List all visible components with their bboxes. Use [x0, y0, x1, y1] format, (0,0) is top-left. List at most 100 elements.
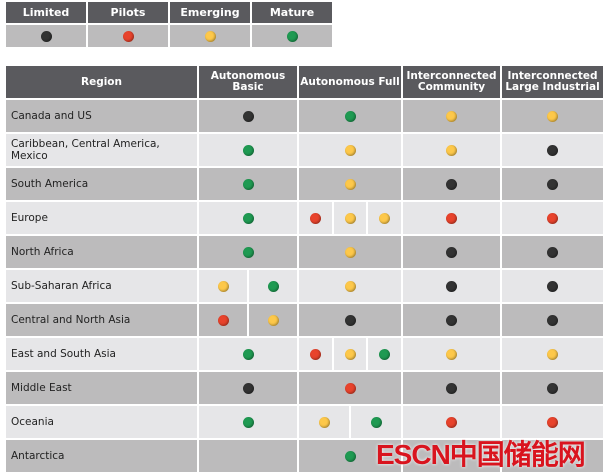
status-subcell: [502, 440, 603, 472]
table-row: South America: [6, 168, 603, 200]
mature-status-dot-icon: [370, 416, 382, 428]
region-name: North Africa: [6, 236, 197, 268]
escn-watermark-logo: ESCN中国储能网: [376, 439, 586, 470]
table-row: East and South Asia: [6, 338, 603, 370]
emerging-status-dot-icon: [344, 280, 356, 292]
status-subcell: [199, 338, 297, 370]
status-cell: [403, 406, 500, 438]
header-region: Region: [6, 66, 197, 98]
emerging-status-dot-icon: [204, 30, 216, 42]
pilots-status-dot-icon: [344, 382, 356, 394]
mature-status-dot-icon: [344, 110, 356, 122]
status-cell: [199, 406, 297, 438]
status-subcell: [299, 270, 401, 302]
legend-label-mature: Mature: [252, 2, 332, 23]
limited-status-dot-icon: [446, 178, 457, 190]
legend-swatch-mature: [252, 25, 332, 47]
limited-status-dot-icon: [547, 246, 558, 258]
emerging-status-dot-icon: [344, 246, 356, 258]
status-subcell: [403, 168, 500, 200]
status-subcell: [199, 406, 297, 438]
table-row: Canada and US: [6, 100, 603, 132]
status-subcell: [403, 406, 500, 438]
emerging-status-dot-icon: [547, 348, 558, 360]
region-name: Central and North Asia: [6, 304, 197, 336]
status-subcell: [199, 270, 247, 302]
status-subcell: [368, 338, 402, 370]
status-cell: [403, 440, 500, 472]
status-subcell: [299, 304, 401, 336]
status-cell: [403, 304, 500, 336]
status-cell: [199, 100, 297, 132]
mature-status-dot-icon: [242, 212, 254, 224]
status-cell: [199, 202, 297, 234]
status-cell: [299, 236, 401, 268]
status-cell: [403, 168, 500, 200]
status-cell: [199, 338, 297, 370]
status-subcell: [199, 202, 297, 234]
limited-status-dot-icon: [446, 280, 457, 292]
status-subcell: [403, 440, 500, 472]
status-cell: [299, 338, 402, 370]
region-name: East and South Asia: [6, 338, 197, 370]
legend-label-pilots: Pilots: [88, 2, 168, 23]
status-cell: [502, 338, 603, 370]
status-cell: [299, 372, 401, 404]
limited-status-dot-icon: [547, 280, 558, 292]
status-cell: [299, 440, 401, 472]
status-subcell: [299, 236, 401, 268]
status-subcell: [333, 202, 367, 234]
status-cell: [199, 168, 297, 200]
status-cell: [299, 304, 401, 336]
emerging-status-dot-icon: [446, 348, 457, 360]
limited-status-dot-icon: [344, 314, 356, 326]
status-subcell: [403, 304, 500, 336]
emerging-status-dot-icon: [318, 416, 330, 428]
status-subcell: [299, 372, 401, 404]
status-subcell: [403, 236, 500, 268]
emerging-status-dot-icon: [344, 178, 356, 190]
mature-status-dot-icon: [242, 416, 254, 428]
mature-status-dot-icon: [242, 178, 254, 190]
pilots-status-dot-icon: [309, 348, 321, 360]
status-subcell: [299, 406, 349, 438]
status-subcell: [502, 338, 603, 370]
pilots-status-dot-icon: [547, 212, 558, 224]
limited-status-dot-icon: [242, 382, 254, 394]
status-subcell: [199, 440, 297, 472]
region-name: Middle East: [6, 372, 197, 404]
limited-status-dot-icon: [547, 178, 558, 190]
header-interconnected-community: Interconnected Community: [403, 66, 500, 98]
status-cell: [502, 304, 603, 336]
status-cell: [199, 304, 297, 336]
region-name: Oceania: [6, 406, 197, 438]
emerging-status-dot-icon: [379, 212, 391, 224]
emerging-status-dot-icon: [344, 348, 356, 360]
region-name: Canada and US: [6, 100, 197, 132]
mature-status-dot-icon: [242, 144, 254, 156]
limited-status-dot-icon: [547, 144, 558, 156]
status-subcell: [299, 134, 401, 166]
status-subcell: [502, 202, 603, 234]
mature-status-dot-icon: [344, 450, 356, 462]
status-subcell: [299, 168, 401, 200]
status-cell: [502, 372, 603, 404]
status-cell: [502, 440, 603, 472]
region-name: Caribbean, Central America, Mexico: [6, 134, 197, 166]
legend-swatch-pilots: [88, 25, 168, 47]
status-subcell: [351, 406, 401, 438]
pilots-status-dot-icon: [446, 416, 457, 428]
status-subcell: [199, 100, 297, 132]
legend-swatch-emerging: [170, 25, 250, 47]
region-name: South America: [6, 168, 197, 200]
emerging-status-dot-icon: [344, 212, 356, 224]
limited-status-dot-icon: [40, 30, 52, 42]
header-autonomous-full: Autonomous Full: [299, 66, 401, 98]
status-cell: [502, 236, 603, 268]
table-row: Middle East: [6, 372, 603, 404]
status-subcell: [249, 270, 297, 302]
limited-status-dot-icon: [446, 246, 457, 258]
status-subcell: [403, 202, 500, 234]
status-cell: [199, 134, 297, 166]
status-cell: [199, 440, 297, 472]
